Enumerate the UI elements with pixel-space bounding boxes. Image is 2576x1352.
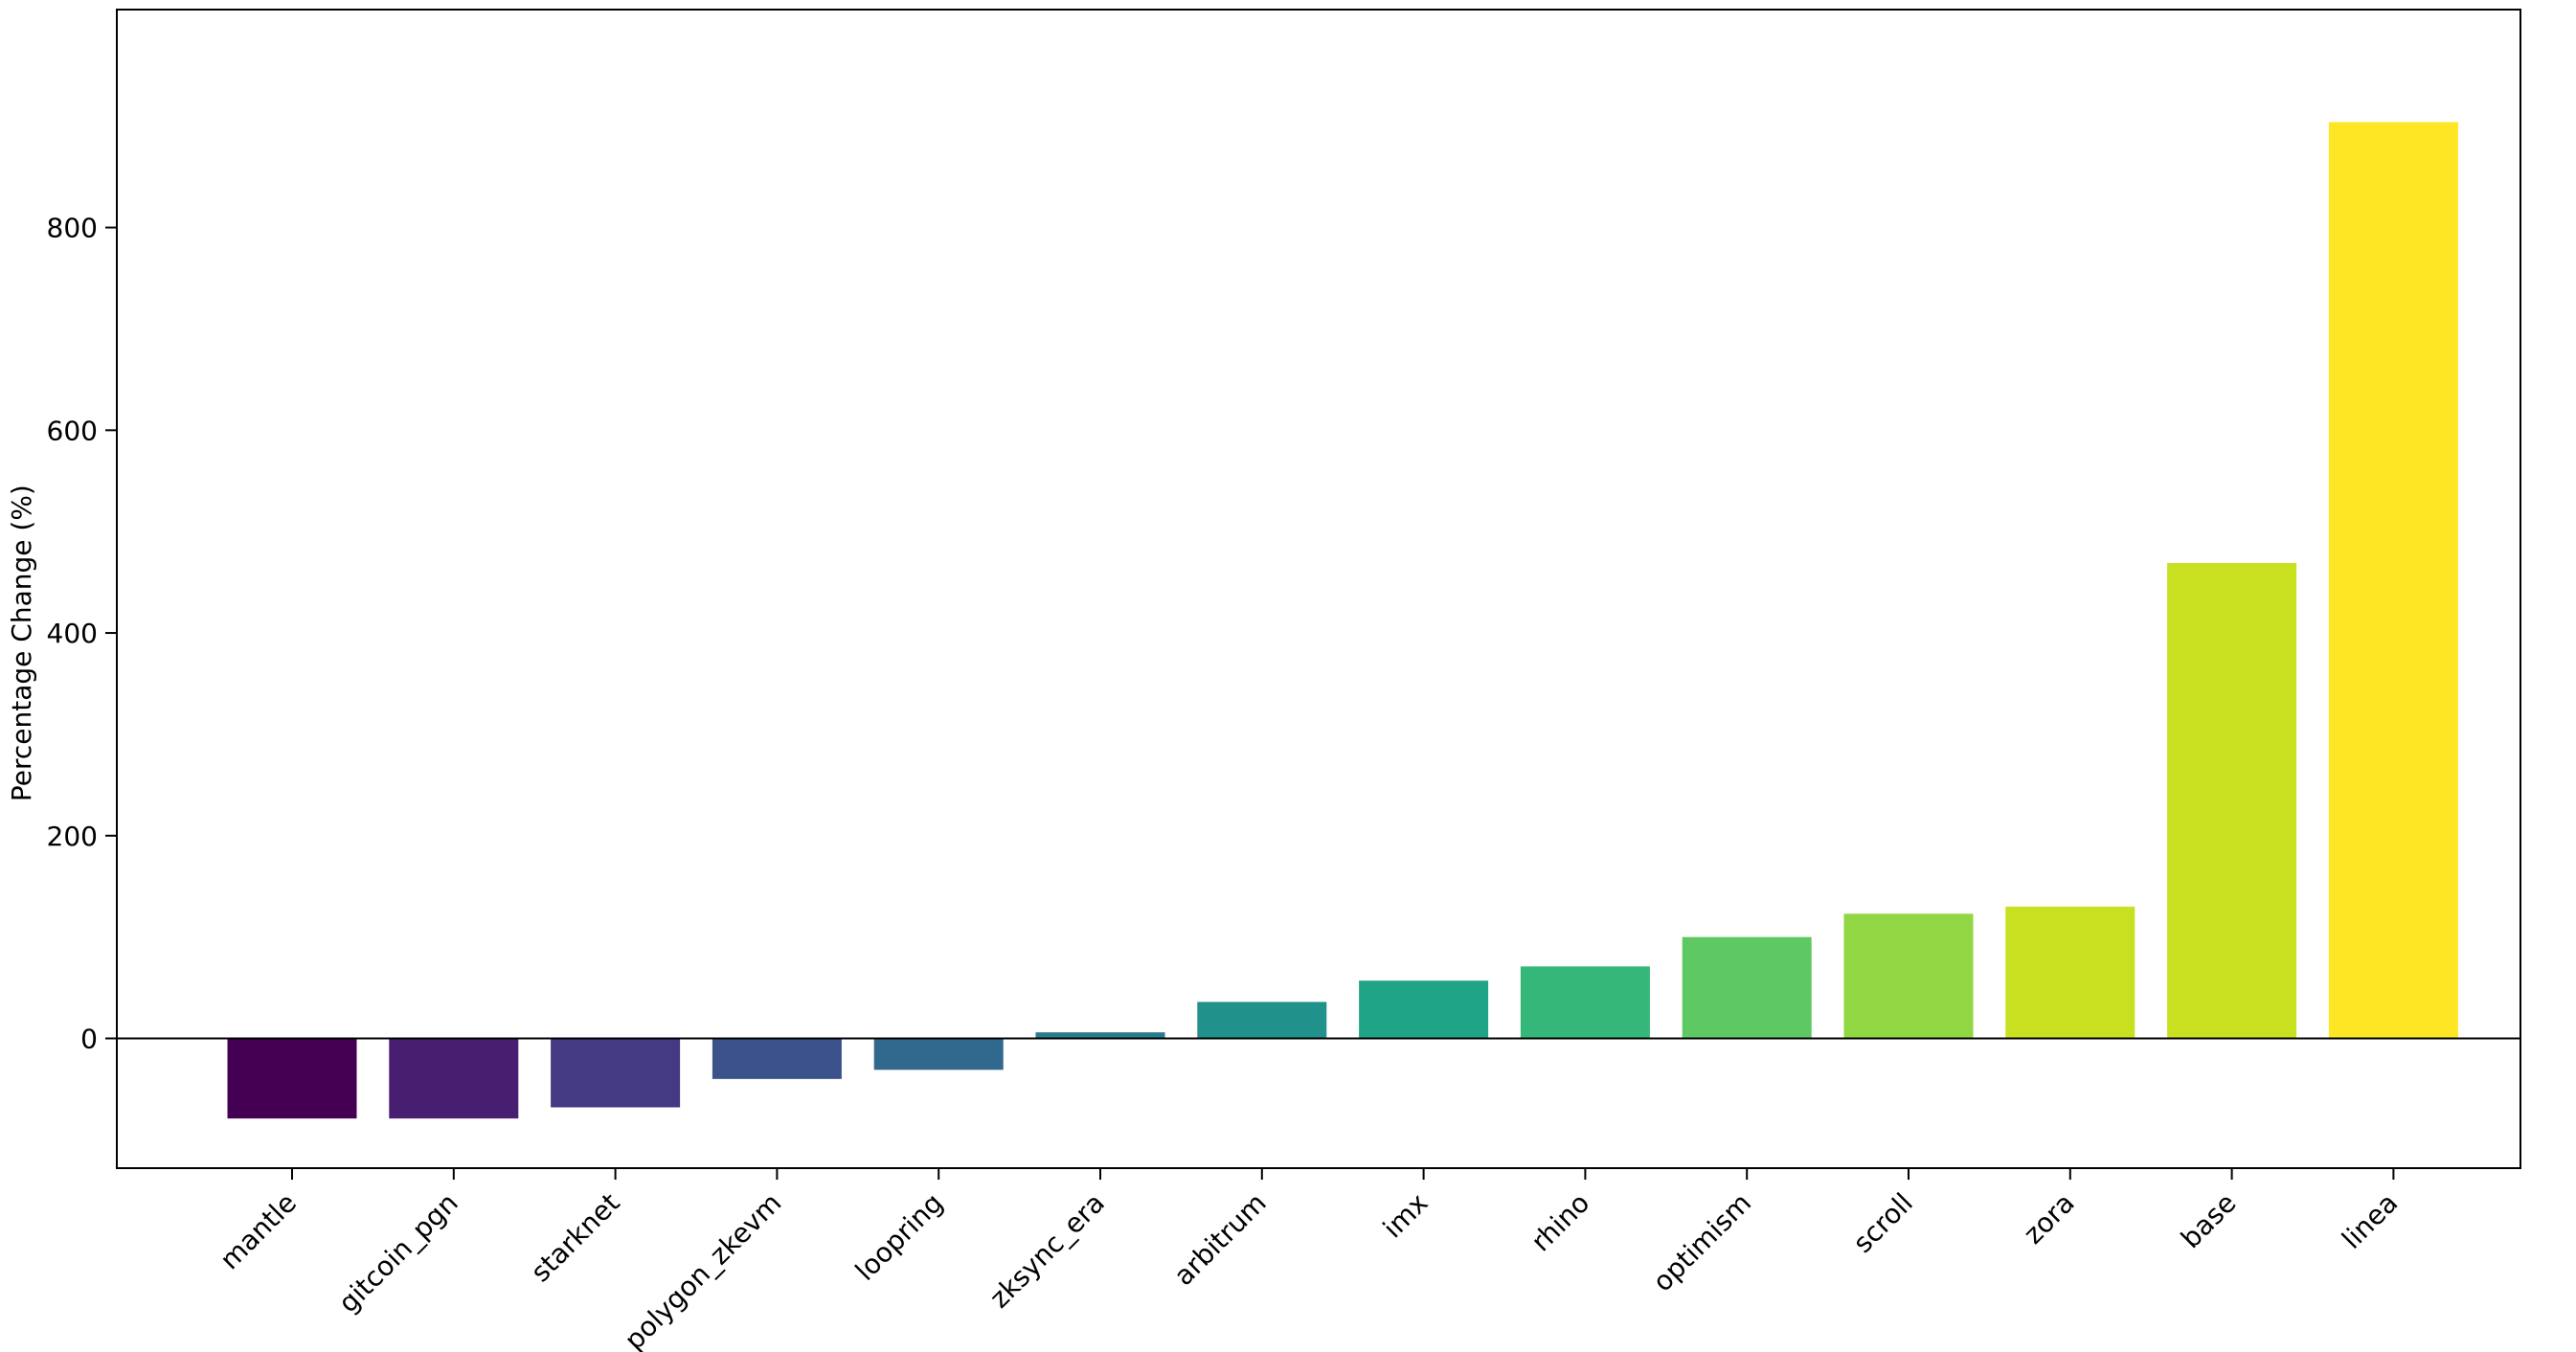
bar-loopring <box>873 1038 1004 1070</box>
bar-scroll <box>1843 913 1974 1039</box>
bar-zksync_era <box>1035 1032 1165 1039</box>
bar-linea <box>2328 122 2458 1039</box>
plot-frame <box>116 9 2521 1169</box>
y-axis-label: Percentage Change (%) <box>6 484 37 801</box>
y-tick-label: 600 <box>47 415 98 446</box>
bar-imx <box>1359 980 1489 1039</box>
bar-arbitrum <box>1197 1002 1327 1039</box>
bar-starknet <box>551 1038 681 1108</box>
bars-group <box>227 122 2458 1119</box>
bar-rhino <box>1520 966 1650 1039</box>
y-axis-ticks: 0 200 400 600 800 <box>47 213 117 1054</box>
y-tick-label: 0 <box>80 1023 98 1054</box>
bar-gitcoin_pgn <box>389 1038 519 1119</box>
bar-polygon_zkevm <box>712 1038 842 1079</box>
bar-zora <box>2005 906 2135 1039</box>
y-tick-label: 400 <box>47 618 98 649</box>
bar-optimism <box>1682 936 1812 1039</box>
bar-base <box>2167 563 2297 1039</box>
y-tick-label: 200 <box>47 821 98 852</box>
bar-mantle <box>227 1038 357 1119</box>
y-tick-label: 800 <box>47 213 98 244</box>
